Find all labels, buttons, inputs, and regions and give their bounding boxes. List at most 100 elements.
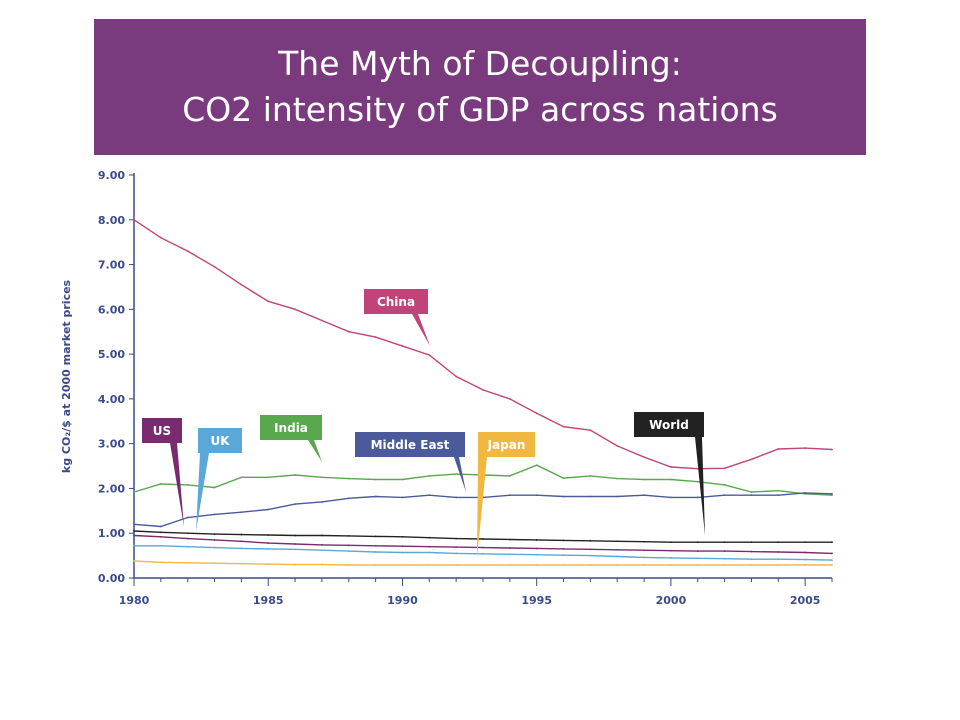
y-tick-label: 6.00 [98, 303, 125, 316]
callout-box-world [634, 412, 704, 437]
data-point-us [186, 537, 189, 540]
data-point-uk [831, 559, 833, 561]
data-point-china [643, 456, 645, 458]
data-point-us [616, 548, 619, 551]
data-point-uk [723, 557, 726, 560]
data-point-world [294, 534, 296, 537]
data-point-japan [401, 564, 404, 566]
data-point-japan [213, 562, 216, 565]
data-point-india [267, 476, 270, 479]
data-point-china [133, 218, 135, 221]
data-point-india [535, 464, 538, 467]
data-point-world [133, 530, 135, 532]
data-point-middle-east [804, 492, 807, 494]
x-tick-label: 1985 [253, 594, 284, 607]
y-tick-label: 2.00 [98, 482, 125, 495]
data-point-world [159, 531, 162, 534]
data-point-uk [643, 556, 645, 559]
data-point-japan [133, 560, 135, 562]
data-point-india [643, 478, 645, 481]
data-point-us [213, 539, 216, 541]
data-point-china [804, 447, 807, 450]
data-point-world [374, 535, 377, 538]
data-point-us [321, 543, 323, 546]
y-axis-label: kg CO₂/$ at 2000 market prices [60, 279, 73, 473]
y-tick-label: 3.00 [98, 438, 125, 451]
data-point-middle-east [455, 496, 458, 499]
data-point-japan [643, 564, 645, 566]
data-point-uk [159, 544, 162, 547]
data-point-japan [535, 564, 538, 566]
data-point-uk [240, 547, 243, 550]
data-point-middle-east [723, 494, 726, 497]
data-point-middle-east [750, 494, 753, 497]
callout-label-middle-east: Middle East [371, 438, 450, 452]
data-point-uk [428, 551, 431, 554]
data-point-china [186, 250, 189, 253]
data-point-world [696, 541, 699, 544]
data-point-middle-east [428, 494, 431, 497]
data-point-india [455, 473, 458, 476]
data-point-japan [750, 564, 753, 566]
title-banner: The Myth of Decoupling: CO2 intensity of… [94, 19, 866, 155]
data-point-uk [482, 552, 484, 555]
data-point-middle-east [347, 497, 350, 500]
callout-box-uk [198, 428, 242, 453]
data-point-china [321, 319, 323, 322]
data-point-india [589, 475, 592, 477]
data-point-world [777, 541, 780, 544]
data-point-us [723, 550, 726, 553]
data-point-world [831, 541, 833, 544]
callout-pointer-japan [477, 457, 487, 558]
data-point-us [159, 535, 162, 538]
data-point-us [589, 548, 592, 551]
data-point-world [213, 533, 216, 536]
data-point-china [159, 236, 162, 239]
data-point-japan [777, 564, 780, 566]
data-point-world [723, 541, 726, 544]
data-point-world [670, 541, 672, 544]
data-point-uk [133, 544, 135, 547]
data-point-us [643, 549, 645, 552]
data-point-india [777, 489, 780, 492]
data-point-middle-east [616, 495, 619, 498]
callout-pointer-india [308, 440, 322, 462]
callout-label-uk: UK [210, 434, 230, 448]
data-point-us [240, 540, 243, 543]
data-point-india [186, 483, 189, 486]
y-tick-label: 9.00 [98, 169, 125, 182]
data-point-world [482, 538, 484, 540]
data-point-uk [562, 554, 565, 557]
data-point-japan [455, 564, 458, 566]
data-point-middle-east [670, 496, 672, 499]
data-point-middle-east [321, 500, 323, 503]
data-point-india [321, 476, 323, 479]
data-point-us [562, 547, 565, 550]
data-point-uk [804, 558, 807, 561]
data-point-middle-east [535, 494, 538, 497]
data-point-uk [186, 545, 189, 548]
data-point-us [831, 552, 833, 555]
data-point-middle-east [267, 508, 270, 511]
data-point-india [401, 478, 404, 481]
data-point-japan [267, 563, 270, 566]
data-point-us [777, 551, 780, 553]
data-point-china [562, 425, 565, 428]
y-tick-label: 5.00 [98, 348, 125, 361]
x-tick-label: 2000 [656, 594, 687, 607]
data-point-india [374, 478, 377, 481]
data-point-japan [321, 563, 323, 566]
data-point-us [508, 547, 511, 549]
callout-label-india: India [274, 421, 308, 435]
data-point-japan [723, 564, 726, 566]
data-point-world [321, 534, 323, 537]
data-point-china [347, 330, 350, 333]
data-point-middle-east [240, 511, 243, 514]
data-point-uk [750, 558, 753, 561]
data-point-world [401, 535, 404, 538]
data-point-japan [562, 564, 565, 566]
data-point-china [374, 336, 377, 338]
data-point-china [213, 265, 216, 268]
data-point-china [240, 283, 243, 286]
